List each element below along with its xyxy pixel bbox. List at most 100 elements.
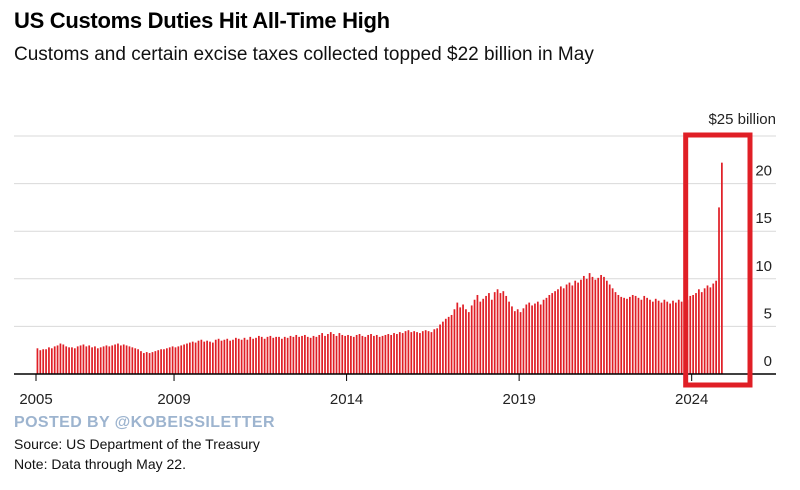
bar xyxy=(128,346,131,374)
bar xyxy=(577,282,579,374)
bar xyxy=(551,293,554,374)
bar xyxy=(493,292,496,374)
bar xyxy=(266,336,269,374)
y-tick-label: 20 xyxy=(755,163,772,180)
bar xyxy=(53,346,56,374)
bar xyxy=(73,348,76,374)
bar xyxy=(137,349,139,374)
bar xyxy=(295,334,298,374)
bar xyxy=(427,331,430,374)
bar xyxy=(654,298,657,374)
bar xyxy=(177,346,180,374)
y-tick-label: 5 xyxy=(764,305,772,322)
bar xyxy=(511,306,513,374)
bar xyxy=(623,297,625,374)
bar xyxy=(585,278,588,374)
bar xyxy=(401,333,404,374)
bar xyxy=(283,336,286,374)
bar xyxy=(703,288,706,374)
bar xyxy=(275,336,277,374)
y-unit-label: $25 billion xyxy=(708,111,776,128)
bar xyxy=(214,339,217,374)
bar xyxy=(252,338,254,374)
bar xyxy=(675,302,677,374)
bar xyxy=(499,293,502,374)
bar xyxy=(522,308,525,374)
bar xyxy=(56,345,59,374)
bar xyxy=(165,348,168,374)
bar xyxy=(145,352,148,374)
bar xyxy=(163,349,165,374)
bar xyxy=(692,294,694,374)
bar xyxy=(194,342,197,374)
bar xyxy=(206,340,208,374)
bar xyxy=(548,294,551,374)
bar xyxy=(180,345,183,374)
bar xyxy=(410,332,413,374)
bar xyxy=(226,338,229,374)
bar xyxy=(174,347,177,374)
bar xyxy=(82,344,85,374)
bar xyxy=(465,309,467,374)
bar xyxy=(243,337,246,374)
bar xyxy=(715,280,717,374)
bar xyxy=(620,296,623,374)
bar xyxy=(680,301,683,374)
bar xyxy=(669,303,671,374)
bar xyxy=(370,334,372,374)
bar xyxy=(536,301,539,374)
bar xyxy=(306,336,309,374)
bar xyxy=(479,301,482,374)
bar xyxy=(347,334,349,374)
bar xyxy=(591,276,594,374)
bar xyxy=(134,348,137,374)
bar xyxy=(117,343,119,374)
bar xyxy=(111,345,114,374)
bar xyxy=(413,331,416,374)
bar xyxy=(490,299,493,374)
bar xyxy=(157,350,160,374)
bar xyxy=(404,331,407,374)
bar xyxy=(318,334,321,374)
watermark: POSTED BY @KOBEISSILETTER xyxy=(14,414,275,431)
bar xyxy=(142,353,145,374)
bar xyxy=(718,207,720,374)
bar xyxy=(660,302,663,374)
bar xyxy=(700,292,703,374)
bar xyxy=(332,334,335,374)
bar xyxy=(188,342,191,374)
bar xyxy=(96,348,99,374)
bar xyxy=(119,345,122,374)
bar xyxy=(450,314,453,374)
bar xyxy=(603,276,605,374)
bar xyxy=(286,337,289,374)
bar xyxy=(329,332,332,374)
bar xyxy=(459,307,462,374)
bar xyxy=(600,274,602,374)
bar xyxy=(36,348,39,374)
x-tick-label: 2005 xyxy=(19,391,52,408)
bar xyxy=(298,336,300,374)
bar xyxy=(706,285,709,374)
bar xyxy=(608,284,611,374)
bar xyxy=(304,334,306,374)
gridlines xyxy=(14,135,776,327)
bar xyxy=(534,303,536,374)
bar xyxy=(168,347,171,374)
bar xyxy=(108,346,111,374)
bar xyxy=(171,346,174,374)
highlight-box xyxy=(683,132,753,388)
bar xyxy=(335,335,338,374)
bar xyxy=(364,336,367,374)
bar xyxy=(482,298,485,374)
highlight-rectangle xyxy=(683,132,753,388)
bar xyxy=(617,294,620,374)
bar xyxy=(42,349,45,374)
bar xyxy=(626,298,628,374)
bar xyxy=(631,294,634,374)
bar xyxy=(571,285,574,374)
bar xyxy=(91,347,93,374)
data-note: Note: Data through May 22. xyxy=(14,456,186,472)
y-tick-label: 15 xyxy=(755,210,772,227)
bar xyxy=(212,342,214,374)
